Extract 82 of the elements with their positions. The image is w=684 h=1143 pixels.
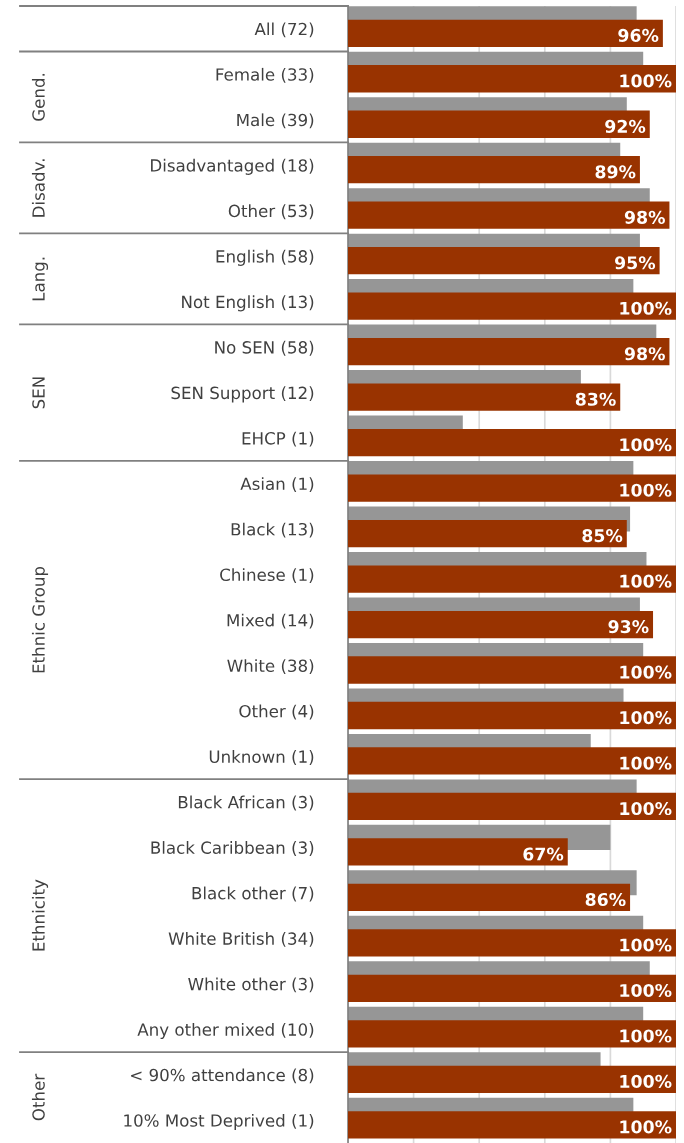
data-label: 100% [620,665,672,679]
bar [348,110,650,138]
y-tick-label: Any other mixed (10) [137,1022,314,1040]
bar [348,428,676,457]
data-label: 98% [624,347,665,361]
data-label: 96% [618,28,659,42]
bar [348,747,676,775]
data-label: 100% [620,483,672,497]
y-tick-label: Black other (7) [192,886,314,902]
y-tick-label: All (72) [254,22,314,38]
text: Lang. [32,257,49,301]
y-tick-label: White other (3) [188,977,314,993]
data-label: 98% [624,210,665,224]
y-tick-label: Other (4) [239,704,314,720]
bar [348,519,627,548]
text: Disadv. [31,159,45,217]
data-label: 100% [620,301,672,315]
bar [348,292,676,320]
y-tick-label: White (38) [227,659,314,674]
data-label: 83% [575,392,616,406]
bar [348,792,676,821]
data-label: 93% [608,620,649,634]
y-tick-label: Chinese (1) [220,568,314,584]
y-tick-label: Unknown (1) [209,750,314,765]
data-label: 100% [620,938,672,952]
bar [348,1111,676,1139]
data-label: 100% [620,1120,672,1134]
bar [348,838,568,866]
y-tick-label: Other (53) [228,204,314,220]
data-label: 89% [595,165,636,179]
data-label: 100% [620,1029,672,1043]
bar [348,19,663,47]
data-label: 100% [620,711,672,725]
y-tick-label: English (58) [216,249,314,266]
bar [348,1020,676,1048]
y-tick-label: Not English (13) [182,295,314,312]
bar [348,974,676,1003]
bar [348,565,676,593]
bar [348,610,654,639]
data-label: 86% [585,892,626,907]
bar [348,201,670,229]
y-tick-label: < 90% attendance (8) [131,1068,314,1084]
data-label: 100% [620,574,672,588]
y-tick-label: White British (34) [168,932,314,947]
bar [348,929,676,957]
text: Ethnicity [31,879,49,951]
y-tick-label: Asian (1) [240,477,314,493]
data-label: 100% [620,756,672,770]
data-label: 100% [620,983,672,998]
text: Other [31,1073,45,1121]
data-label: 92% [605,119,646,133]
text: Ethnic Group [31,566,49,673]
data-label: 100% [620,1074,672,1088]
y-tick-label: Disadvantaged (18) [151,158,314,175]
y-tick-label: Black (13) [231,522,314,538]
y-tick-label: Female (33) [216,67,314,83]
data-label: 100% [620,438,672,452]
y-tick-label: Male (39) [237,113,314,129]
data-label: 100% [620,74,672,88]
bar [348,883,631,912]
data-label: 95% [615,256,656,270]
y-tick-label: EHCP (1) [242,431,314,447]
bar [348,701,676,730]
data-label: 85% [582,529,623,543]
bar [348,383,621,411]
y-tick-label: No SEN (58) [215,340,314,356]
bar [348,1065,676,1093]
y-tick-label: 10% Most Deprived (1) [124,1113,314,1131]
bar [348,338,670,366]
data-label: 100% [620,801,672,816]
text: SEN [32,377,45,409]
bar [348,65,676,93]
text: Gend. [31,73,45,121]
bar [348,247,660,275]
y-tick-label: Black African (3) [178,795,314,811]
y-tick-label: Mixed (14) [227,613,314,629]
bar [348,156,640,184]
bar [348,474,676,502]
data-label: 67% [523,847,564,861]
bar [348,656,676,684]
y-tick-label: SEN Support (12) [171,386,314,403]
y-tick-label: Black Caribbean (3) [151,841,314,856]
